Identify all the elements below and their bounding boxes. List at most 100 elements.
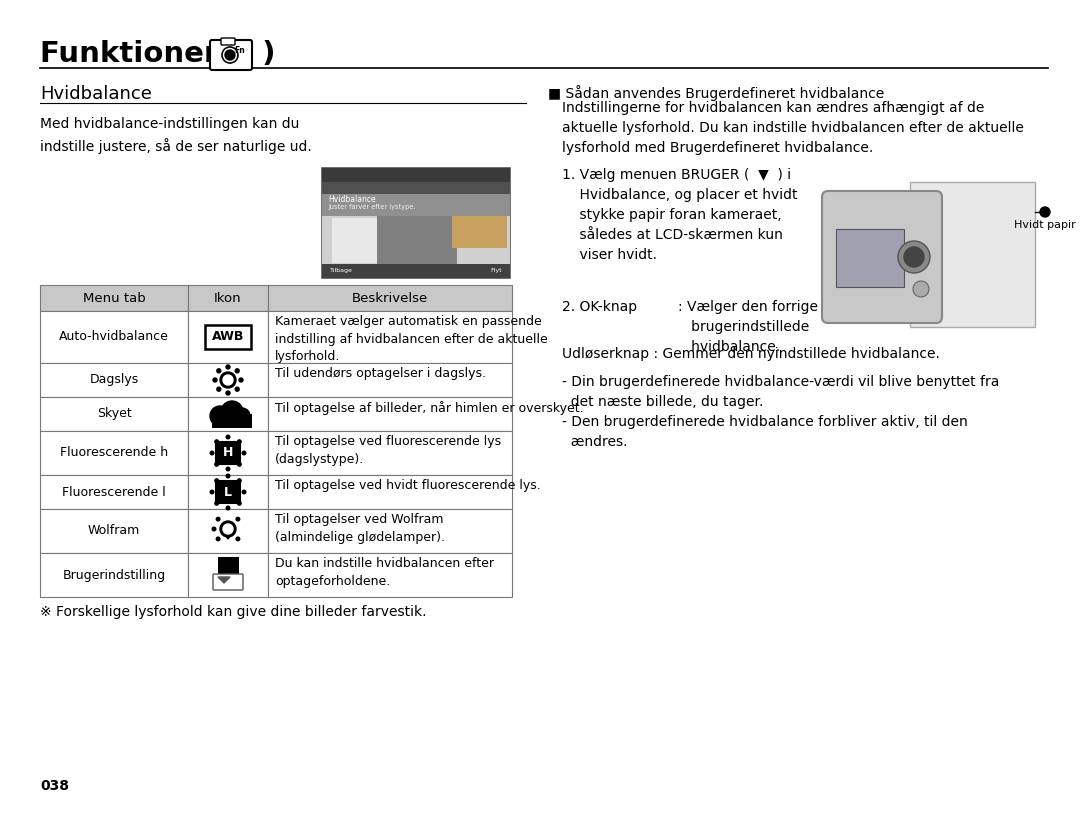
- Circle shape: [220, 372, 237, 388]
- Text: : Vælger den forrige
   brugerindstillede
   hvidbalance.: : Vælger den forrige brugerindstillede h…: [678, 300, 818, 354]
- Circle shape: [220, 521, 237, 537]
- Circle shape: [239, 378, 243, 382]
- Bar: [453, 216, 507, 248]
- Text: Funktioner (: Funktioner (: [40, 40, 252, 68]
- Bar: [188, 285, 268, 311]
- FancyBboxPatch shape: [822, 191, 942, 323]
- Bar: [268, 397, 512, 431]
- Bar: [40, 431, 188, 475]
- Circle shape: [213, 378, 217, 382]
- Circle shape: [238, 440, 241, 443]
- Text: Auto-hvidbalance: Auto-hvidbalance: [59, 331, 168, 343]
- Text: Fluorescerende l: Fluorescerende l: [63, 486, 166, 499]
- Text: Udløserknap : Gemmer den nyindstillede hvidbalance.: Udløserknap : Gemmer den nyindstillede h…: [562, 347, 940, 361]
- Polygon shape: [224, 533, 232, 539]
- Text: L: L: [224, 486, 232, 499]
- Bar: [40, 475, 188, 509]
- Circle shape: [235, 387, 239, 391]
- Bar: [836, 229, 904, 287]
- Bar: [188, 431, 268, 475]
- Bar: [268, 285, 512, 311]
- Circle shape: [904, 247, 924, 267]
- Bar: [322, 216, 510, 278]
- Text: Brugerindstilling: Brugerindstilling: [63, 569, 165, 581]
- Circle shape: [215, 440, 218, 443]
- Circle shape: [215, 479, 218, 482]
- Circle shape: [222, 375, 233, 385]
- Text: Indstillingerne for hvidbalancen kan ændres afhængigt af de
aktuelle lysforhold.: Indstillingerne for hvidbalancen kan ænd…: [562, 101, 1024, 155]
- Bar: [212, 414, 252, 428]
- Text: Til optagelse ved fluorescerende lys
(dagslystype).: Til optagelse ved fluorescerende lys (da…: [275, 435, 501, 465]
- Text: - Din brugerdefinerede hvidbalance-værdi vil blive benyttet fra
  det næste bill: - Din brugerdefinerede hvidbalance-værdi…: [562, 375, 999, 409]
- Circle shape: [217, 369, 220, 372]
- Bar: [268, 553, 512, 597]
- Text: Du kan indstille hvidbalancen efter
optageforholdene.: Du kan indstille hvidbalancen efter opta…: [275, 557, 494, 588]
- Text: Hvidbalance: Hvidbalance: [40, 85, 152, 103]
- Bar: [268, 509, 512, 553]
- Text: Dagslys: Dagslys: [90, 373, 138, 386]
- FancyBboxPatch shape: [213, 574, 243, 590]
- Circle shape: [913, 281, 929, 297]
- Bar: [268, 475, 512, 509]
- Text: Til udendørs optagelser i dagslys.: Til udendørs optagelser i dagslys.: [275, 367, 486, 380]
- Bar: [40, 397, 188, 431]
- Circle shape: [226, 435, 230, 438]
- FancyBboxPatch shape: [217, 557, 239, 574]
- Circle shape: [217, 387, 220, 391]
- Circle shape: [211, 490, 214, 494]
- Bar: [40, 311, 188, 363]
- FancyBboxPatch shape: [205, 325, 251, 349]
- Circle shape: [242, 490, 246, 494]
- Text: AWB: AWB: [212, 331, 244, 343]
- Text: H: H: [222, 447, 233, 460]
- Circle shape: [237, 537, 240, 540]
- Text: 2. OK-knap: 2. OK-knap: [562, 300, 637, 314]
- Circle shape: [238, 479, 241, 482]
- Bar: [188, 553, 268, 597]
- Circle shape: [215, 463, 218, 466]
- Bar: [322, 168, 510, 278]
- Text: Fn: Fn: [234, 46, 245, 55]
- Text: Tilbage: Tilbage: [330, 268, 353, 273]
- Polygon shape: [218, 577, 230, 583]
- Circle shape: [226, 506, 230, 510]
- Bar: [40, 509, 188, 553]
- Text: 1. Vælg menuen BRUGER (  ▼  ) i
    Hvidbalance, og placer et hvidt
    stykke p: 1. Vælg menuen BRUGER ( ▼ ) i Hvidbalanc…: [562, 168, 797, 262]
- Text: ※ Forskellige lysforhold kan give dine billeder farvestik.: ※ Forskellige lysforhold kan give dine b…: [40, 605, 427, 619]
- Text: Skyet: Skyet: [96, 408, 132, 421]
- Text: Til optagelse ved hvidt fluorescerende lys.: Til optagelse ved hvidt fluorescerende l…: [275, 479, 541, 492]
- Text: Flyt: Flyt: [490, 268, 502, 273]
- Text: - Den brugerdefinerede hvidbalance forbliver aktiv, til den
  ændres.: - Den brugerdefinerede hvidbalance forbl…: [562, 415, 968, 449]
- Bar: [322, 194, 510, 216]
- Circle shape: [897, 241, 930, 273]
- Bar: [40, 285, 188, 311]
- Circle shape: [211, 452, 214, 455]
- FancyBboxPatch shape: [210, 40, 252, 70]
- Circle shape: [225, 50, 235, 60]
- Circle shape: [212, 527, 216, 531]
- Bar: [332, 218, 387, 263]
- Circle shape: [226, 467, 230, 471]
- Bar: [322, 264, 510, 278]
- FancyBboxPatch shape: [216, 442, 240, 464]
- Circle shape: [222, 47, 238, 63]
- Text: Til optagelser ved Wolfram
(almindelige glødelamper).: Til optagelser ved Wolfram (almindelige …: [275, 513, 445, 544]
- Circle shape: [210, 406, 230, 426]
- Bar: [188, 475, 268, 509]
- Bar: [188, 397, 268, 431]
- FancyBboxPatch shape: [216, 481, 240, 503]
- Text: Til optagelse af billeder, når himlen er overskyet.: Til optagelse af billeder, når himlen er…: [275, 401, 583, 415]
- Circle shape: [235, 369, 239, 372]
- Bar: [188, 363, 268, 397]
- Text: Hvidt papir: Hvidt papir: [1014, 220, 1076, 230]
- Circle shape: [238, 463, 241, 466]
- Circle shape: [215, 501, 218, 505]
- Circle shape: [237, 518, 240, 521]
- Text: Menu tab: Menu tab: [83, 292, 146, 305]
- Circle shape: [226, 365, 230, 369]
- Text: 038: 038: [40, 779, 69, 793]
- Text: Ikon: Ikon: [214, 292, 242, 305]
- Circle shape: [1040, 207, 1050, 217]
- Text: Fluorescerende h: Fluorescerende h: [59, 447, 168, 460]
- Text: ): ): [252, 40, 275, 68]
